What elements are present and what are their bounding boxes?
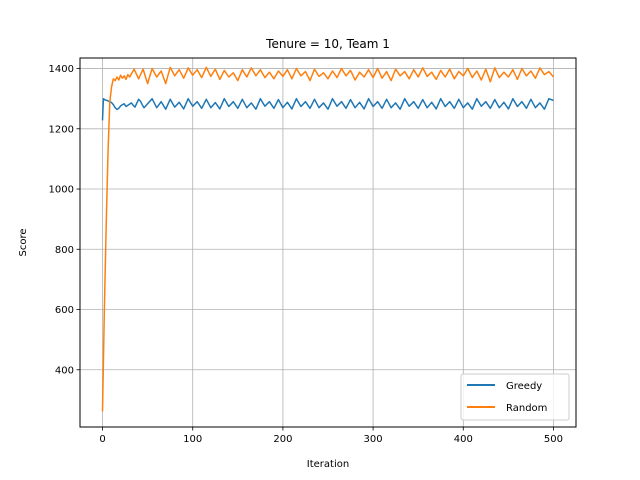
x-tick-label: 200 xyxy=(273,434,292,445)
legend: Greedy Random xyxy=(460,373,570,421)
grid xyxy=(80,58,576,427)
x-tick-label: 400 xyxy=(454,434,473,445)
chart-title: Tenure = 10, Team 1 xyxy=(265,37,390,51)
x-tick-label: 0 xyxy=(99,434,105,445)
series-layer xyxy=(101,66,555,412)
legend-label-random: Random xyxy=(506,403,547,414)
y-tick-label: 600 xyxy=(55,305,74,316)
y-tick-label: 400 xyxy=(55,365,74,376)
y-tick-label: 1400 xyxy=(49,64,74,75)
x-tick-label: 100 xyxy=(183,434,202,445)
x-axis-label: Iteration xyxy=(307,459,349,470)
ticks: 0 100 200 300 400 500 400 600 800 1000 1200 1400 xyxy=(49,64,563,445)
y-axis-label: Score xyxy=(18,228,29,256)
y-tick-label: 1000 xyxy=(49,185,74,196)
series-line-random xyxy=(101,66,555,412)
plot-frame xyxy=(79,57,577,428)
legend-label-greedy: Greedy xyxy=(506,381,542,392)
x-tick-label: 300 xyxy=(364,434,383,445)
x-tick-label: 500 xyxy=(544,434,563,445)
y-tick-label: 800 xyxy=(55,245,74,256)
y-tick-label: 1200 xyxy=(49,124,74,135)
series-line-greedy xyxy=(101,97,554,121)
